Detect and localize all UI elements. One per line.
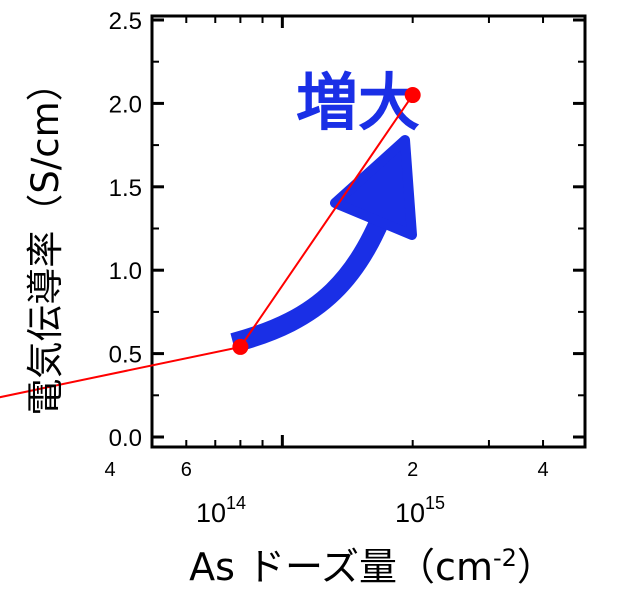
y-tick-label: 2.0 [109,91,142,118]
x-tick-label: 2 [407,459,418,481]
x-tick-label: 4 [537,459,548,481]
y-tick-label: 1.5 [109,175,142,202]
x-decade-label-1e15: 1015 [395,493,445,528]
x-axis-ticks: 624624 [104,16,586,481]
y-tick-label: 1.0 [109,258,142,285]
y-tick-label: 0.5 [109,342,142,369]
data-point [232,338,249,355]
x-decade-label-1e14: 1014 [196,493,246,528]
x-tick-label: 6 [181,459,192,481]
y-tick-label: 2.5 [109,8,142,35]
x-axis-label: As ドーズ量（cm-2） [189,544,555,589]
y-axis-label: 電気伝導率（S/cm） [24,64,67,415]
plot-frame [150,14,587,449]
annotation-text: 増大 [296,66,420,139]
x-tick-label: 4 [104,459,115,481]
data-point [404,87,421,104]
y-axis-ticks: 0.0 0.5 1.0 1.5 2.0 2.5 [109,8,585,452]
y-tick-label: 0.0 [109,425,142,452]
data-series [0,87,421,399]
increase-arrow [230,135,417,353]
